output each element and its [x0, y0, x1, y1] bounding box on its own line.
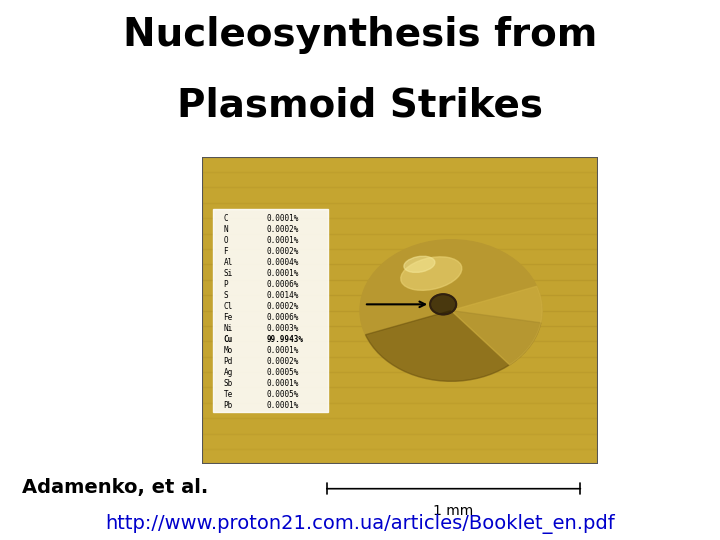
- Bar: [202, 172, 598, 187]
- Bar: [202, 341, 598, 357]
- Wedge shape: [451, 286, 542, 364]
- Text: 0.0002%: 0.0002%: [267, 357, 300, 366]
- Text: 0.0001%: 0.0001%: [267, 346, 300, 355]
- Text: 0.0002%: 0.0002%: [267, 247, 300, 256]
- Text: Ag: Ag: [223, 368, 233, 377]
- Ellipse shape: [404, 256, 435, 272]
- Text: Fe: Fe: [223, 313, 233, 322]
- Text: Adamenko, et al.: Adamenko, et al.: [22, 478, 208, 497]
- Text: 0.0001%: 0.0001%: [267, 269, 300, 278]
- Text: Cl: Cl: [223, 302, 233, 311]
- Text: 0.0001%: 0.0001%: [267, 236, 300, 245]
- Text: 0.0002%: 0.0002%: [267, 302, 300, 311]
- Ellipse shape: [401, 257, 462, 291]
- Text: Sb: Sb: [223, 379, 233, 388]
- Bar: [202, 218, 598, 233]
- Bar: [202, 265, 598, 280]
- Bar: [202, 187, 598, 203]
- Text: 0.0001%: 0.0001%: [267, 401, 300, 410]
- Bar: [202, 234, 598, 249]
- Bar: [202, 403, 598, 418]
- Text: P: P: [223, 280, 228, 289]
- Bar: [202, 280, 598, 295]
- Bar: [202, 418, 598, 434]
- Text: http://www.proton21.com.ua/articles/Booklet_en.pdf: http://www.proton21.com.ua/articles/Book…: [105, 514, 615, 534]
- Bar: [202, 434, 598, 449]
- Text: Nucleosynthesis from: Nucleosynthesis from: [123, 16, 597, 54]
- Text: 99.9943%: 99.9943%: [267, 335, 304, 344]
- Text: Pd: Pd: [223, 357, 233, 366]
- Text: F: F: [223, 247, 228, 256]
- Text: 0.0005%: 0.0005%: [267, 368, 300, 377]
- Circle shape: [430, 294, 456, 314]
- Text: 0.0001%: 0.0001%: [267, 214, 300, 222]
- Circle shape: [360, 240, 542, 381]
- Wedge shape: [366, 310, 541, 381]
- Bar: [202, 326, 598, 341]
- Text: 0.0014%: 0.0014%: [267, 291, 300, 300]
- Text: 0.0001%: 0.0001%: [267, 379, 300, 388]
- Text: 1 mm: 1 mm: [433, 504, 474, 518]
- Text: Cu: Cu: [223, 335, 233, 344]
- Bar: [202, 310, 598, 326]
- Text: 0.0003%: 0.0003%: [267, 324, 300, 333]
- Bar: [202, 295, 598, 310]
- Text: 0.0004%: 0.0004%: [267, 258, 300, 267]
- Bar: [202, 449, 598, 464]
- Bar: [202, 249, 598, 265]
- Bar: [202, 357, 598, 372]
- Bar: [202, 388, 598, 403]
- Text: S: S: [223, 291, 228, 300]
- Text: 0.0006%: 0.0006%: [267, 313, 300, 322]
- Text: 0.0006%: 0.0006%: [267, 280, 300, 289]
- Text: Al: Al: [223, 258, 233, 267]
- Bar: [214, 209, 328, 412]
- Bar: [202, 372, 598, 388]
- Text: O: O: [223, 236, 228, 245]
- Text: C: C: [223, 214, 228, 222]
- Text: 0.0005%: 0.0005%: [267, 390, 300, 400]
- Text: Si: Si: [223, 269, 233, 278]
- Bar: [202, 203, 598, 218]
- Text: 0.0002%: 0.0002%: [267, 225, 300, 234]
- Text: Plasmoid Strikes: Plasmoid Strikes: [177, 86, 543, 124]
- Bar: [202, 157, 598, 172]
- Text: Pb: Pb: [223, 401, 233, 410]
- Text: Te: Te: [223, 390, 233, 400]
- Text: Ni: Ni: [223, 324, 233, 333]
- Text: Mo: Mo: [223, 346, 233, 355]
- Text: N: N: [223, 225, 228, 234]
